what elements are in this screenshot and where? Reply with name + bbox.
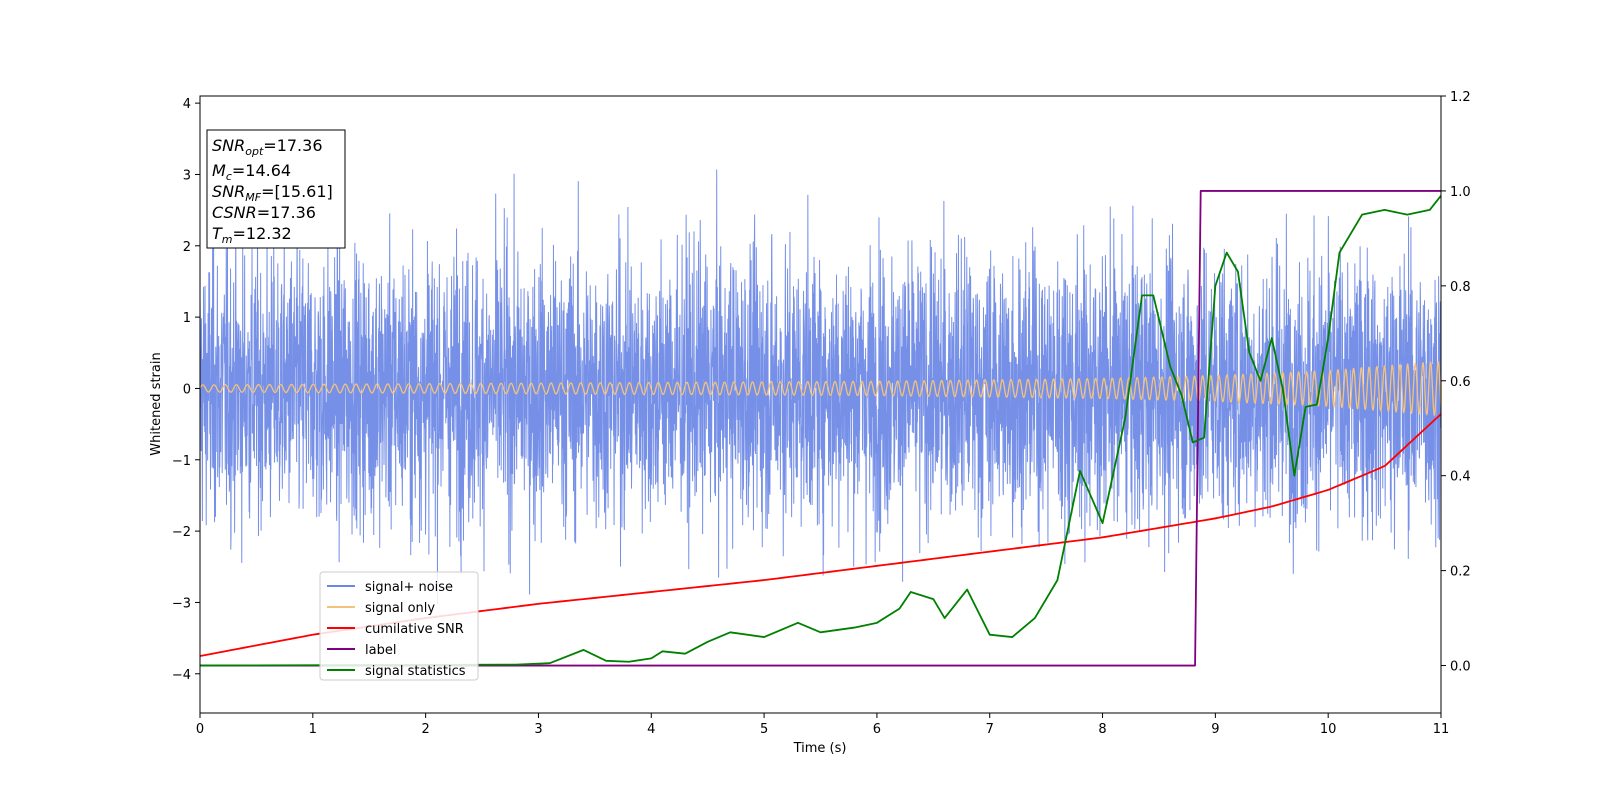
- y-tick-label: −3: [172, 596, 191, 611]
- x-tick-label: 6: [873, 722, 881, 737]
- series-signal-statistics: [200, 195, 1441, 667]
- y-axis-left: −4 −3 −2 −1 0 1 2 3 4: [172, 97, 200, 683]
- x-tick-label: 7: [986, 722, 994, 737]
- annotation-line: SNRopt=17.36: [212, 136, 323, 158]
- y-tick-label: −2: [172, 525, 191, 540]
- y2-tick-label: 0.4: [1450, 470, 1471, 485]
- legend: signal+ noise signal only cumilative SNR la…: [319, 571, 479, 681]
- legend-label: signal+ noise: [365, 580, 453, 595]
- legend-entry: signal+ noise: [327, 580, 453, 595]
- x-tick-label: 5: [760, 722, 768, 737]
- y-tick-label: 0: [183, 382, 191, 397]
- legend-entry: signal only: [327, 601, 435, 616]
- x-tick-label: 1: [309, 722, 317, 737]
- x-tick-label: 10: [1320, 722, 1337, 737]
- y-tick-label: 3: [183, 168, 191, 183]
- y2-tick-label: 0.2: [1450, 565, 1471, 580]
- y2-tick-label: 0.0: [1450, 660, 1471, 675]
- annotation-line: SNRMF=[15.61]: [212, 182, 333, 204]
- annotation-line: Mc=14.64: [212, 161, 291, 183]
- x-tick-label: 11: [1433, 722, 1450, 737]
- y-axis-right: 0.0 0.2 0.4 0.6 0.8 1.0 1.2: [1441, 90, 1471, 675]
- y-tick-label: −1: [172, 454, 191, 469]
- x-tick-label: 4: [647, 722, 655, 737]
- y2-tick-label: 1.0: [1450, 185, 1471, 200]
- y-tick-label: −4: [172, 668, 191, 683]
- series-signal-only: [200, 360, 1441, 417]
- series-signal-noise: [200, 169, 1441, 605]
- x-tick-label: 8: [1098, 722, 1106, 737]
- annotation-line: CSNR=17.36: [212, 203, 316, 222]
- series-label: [200, 190, 1441, 667]
- y-tick-label: 1: [183, 311, 191, 326]
- x-tick-label: 2: [421, 722, 429, 737]
- x-axis: 0 1 2 3 4 5 6 7 8 9 10 11: [196, 713, 1449, 737]
- annotation-box: SNRopt=17.36 Mc=14.64SNRMF=[15.61]CSNR=17…: [206, 129, 346, 249]
- annotation-line: Tm=12.32: [212, 224, 292, 246]
- legend-entry: signal statistics: [327, 664, 466, 679]
- y2-tick-label: 1.2: [1450, 90, 1471, 105]
- x-tick-label: 3: [534, 722, 542, 737]
- x-axis-label: Time (s): [793, 741, 847, 756]
- y-tick-label: 2: [183, 240, 191, 255]
- plot-frame: [199, 95, 1442, 714]
- y2-tick-label: 0.8: [1450, 280, 1471, 295]
- legend-label: label: [365, 643, 396, 658]
- legend-label: signal statistics: [365, 664, 466, 679]
- legend-entry: label: [327, 643, 396, 658]
- legend-label: signal only: [365, 601, 435, 616]
- legend-entry: cumilative SNR: [327, 622, 464, 637]
- x-tick-label: 9: [1211, 722, 1219, 737]
- y-axis-label: Whitened strain: [149, 352, 164, 455]
- y2-tick-label: 0.6: [1450, 375, 1471, 390]
- legend-label: cumilative SNR: [365, 622, 464, 637]
- x-tick-label: 0: [196, 722, 204, 737]
- y-tick-label: 4: [183, 97, 191, 112]
